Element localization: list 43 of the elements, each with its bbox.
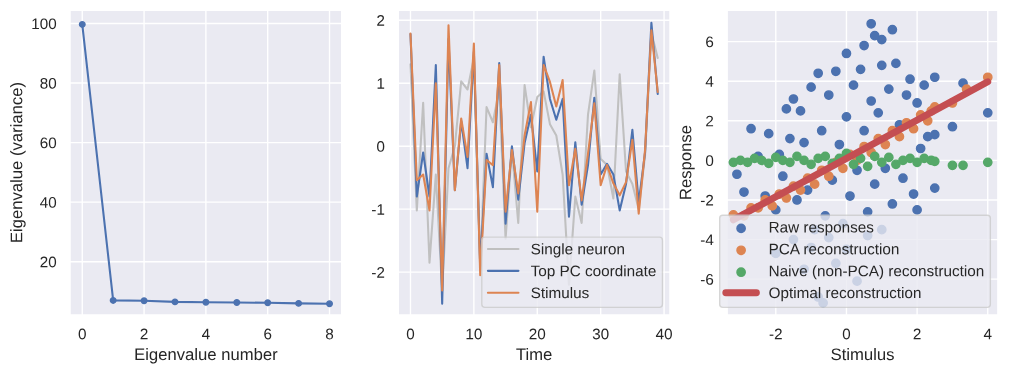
y-tick-label: 6 (706, 36, 714, 48)
x-tick-label: 4 (202, 328, 210, 340)
y-axis-title: Eigenvalue (variance) (10, 82, 26, 242)
y-axis-title: Response (679, 125, 695, 199)
x-axis-title: Stimulus (831, 347, 894, 361)
y-tick-label: 60 (40, 137, 57, 149)
y-tick-label: -2 (700, 194, 714, 206)
legend-label: Naive (non-PCA) reconstruction (769, 265, 984, 280)
y-tick-label: 0 (377, 141, 385, 152)
x-tick-label: 0 (78, 328, 86, 340)
y-tick-label: 0 (705, 155, 714, 167)
y-tick-label: 100 (32, 18, 57, 30)
y-tick-label: 4 (705, 76, 714, 87)
x-tick-label: 40 (655, 328, 672, 340)
x-tick-label: -2 (769, 328, 782, 340)
y-tick-label: 80 (40, 77, 57, 89)
y-tick-label: 2 (706, 115, 714, 127)
x-axis-title: Eigenvalue number (135, 347, 278, 364)
legend-label: Raw responses (769, 221, 874, 236)
x-tick-label: 6 (264, 328, 272, 340)
x-tick-label: 0 (842, 328, 851, 340)
y-tick-label: -4 (700, 234, 714, 246)
x-tick-label: 8 (325, 328, 334, 340)
legend-label: Stimulus (531, 287, 589, 299)
x-tick-label: 30 (592, 328, 609, 340)
legend-label: Optimal reconstruction (769, 287, 921, 302)
legend-label: Single neuron (531, 243, 624, 258)
y-tick-label: 1 (377, 78, 385, 89)
x-tick-label: 0 (406, 328, 415, 340)
x-axis-title: Time (516, 347, 552, 361)
x-tick-label: 10 (466, 328, 482, 340)
x-tick-label: 4 (983, 328, 992, 340)
y-tick-label: -1 (372, 204, 385, 215)
x-tick-label: 2 (140, 328, 148, 340)
y-tick-label: -2 (372, 267, 385, 278)
x-tick-label: 2 (913, 328, 921, 340)
legend-label: Top PC coordinate (531, 265, 656, 280)
y-tick-label: 2 (377, 15, 385, 26)
y-tick-label: 20 (40, 256, 57, 268)
y-tick-label: -6 (700, 274, 714, 285)
y-tick-label: 40 (40, 197, 57, 208)
legend-label: PCA reconstruction (769, 243, 899, 255)
x-tick-label: 20 (529, 328, 546, 340)
